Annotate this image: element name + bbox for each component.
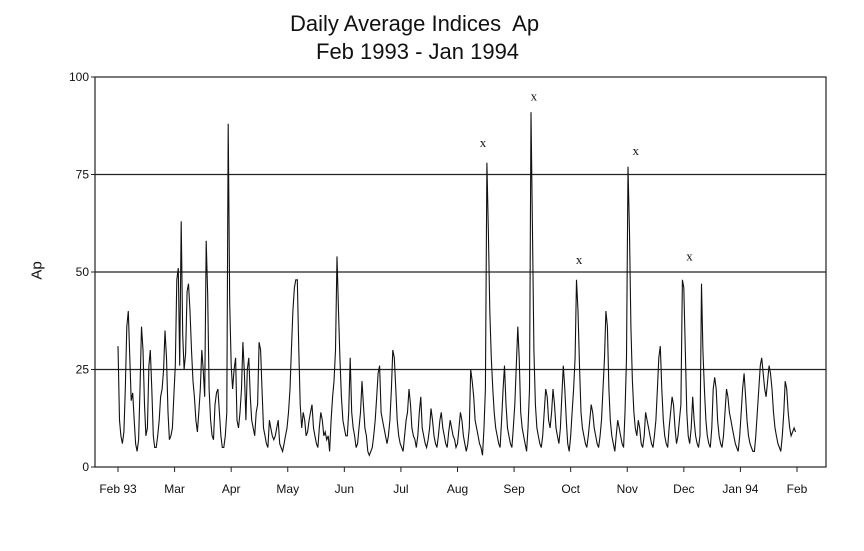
- x-tick-label: Feb 93: [99, 482, 137, 496]
- annotation-marker: x: [576, 252, 583, 267]
- x-tick-label: Feb: [787, 482, 808, 496]
- x-tick-label: Oct: [561, 482, 580, 496]
- x-tick-label: Mar: [164, 482, 185, 496]
- y-tick-label: 100: [69, 70, 89, 84]
- x-tick-label: Aug: [447, 482, 468, 496]
- x-tick-label: Sep: [503, 482, 525, 496]
- annotation-marker: x: [480, 135, 487, 150]
- series-line-ap: [117, 112, 797, 457]
- annotation-marker: x: [632, 143, 639, 158]
- x-tick-label: Jan 94: [722, 482, 758, 496]
- annotation-marker: x: [531, 88, 538, 103]
- y-tick-label: 25: [76, 363, 90, 377]
- x-tick-label: Jul: [393, 482, 408, 496]
- chart-subtitle: Feb 1993 - Jan 1994: [316, 39, 520, 64]
- annotation-marker: x: [686, 248, 693, 263]
- y-tick-label: 75: [76, 168, 90, 182]
- x-tick-label: Dec: [673, 482, 694, 496]
- x-tick-label: Apr: [222, 482, 241, 496]
- y-tick-label: 50: [76, 265, 90, 279]
- chart-title: Daily Average Indices Ap: [290, 11, 540, 36]
- x-tick-label: Nov: [617, 482, 638, 496]
- x-tick-label: May: [276, 482, 299, 496]
- y-tick-label: 0: [82, 460, 89, 474]
- x-tick-label: Jun: [335, 482, 354, 496]
